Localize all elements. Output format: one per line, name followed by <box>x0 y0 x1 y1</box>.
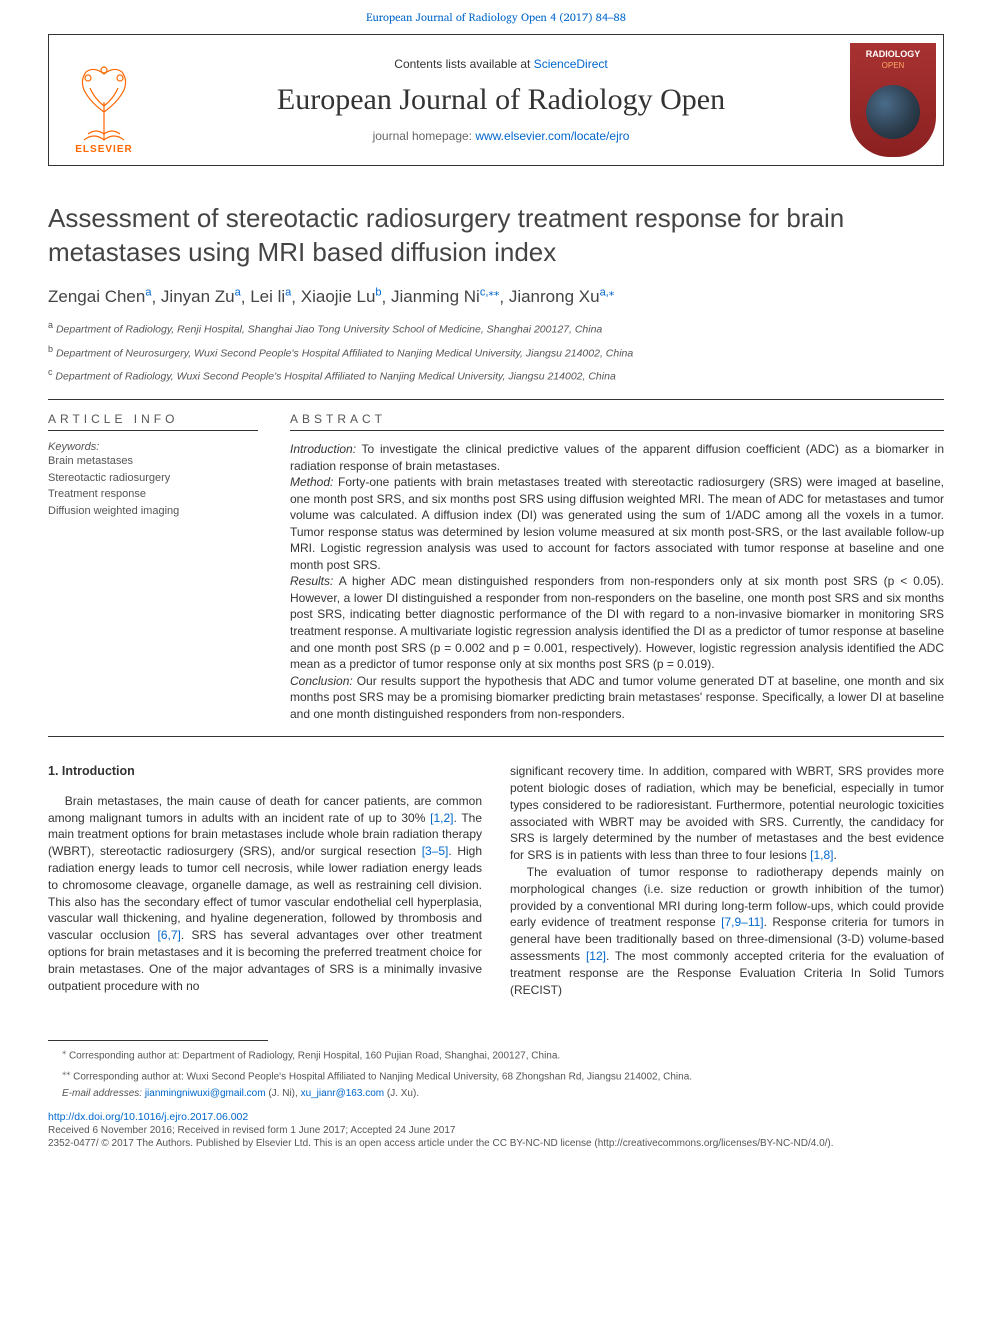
author: Jianming Nic,⁎⁎ <box>391 287 499 306</box>
cover-label-1: RADIOLOGY <box>850 49 936 59</box>
keyword: Treatment response <box>48 486 258 503</box>
sciencedirect-link[interactable]: ScienceDirect <box>534 57 608 71</box>
affiliation: a Department of Radiology, Renji Hospita… <box>48 319 944 338</box>
footnote-emails: E-mail addresses: jianmingniwuxi@gmail.c… <box>48 1086 944 1101</box>
elsevier-tree-icon <box>60 62 148 142</box>
rule <box>290 430 944 431</box>
keywords-label: Keywords: <box>48 441 258 453</box>
cover-swirl-icon <box>866 85 920 139</box>
ref-link[interactable]: [6,7] <box>157 928 180 942</box>
homepage-link[interactable]: www.elsevier.com/locate/ejro <box>475 129 629 143</box>
affiliation: c Department of Radiology, Wuxi Second P… <box>48 366 944 385</box>
copyright: 2352-0477/ © 2017 The Authors. Published… <box>48 1138 944 1149</box>
top-citation: European Journal of Radiology Open 4 (20… <box>0 0 992 34</box>
footnote-rule <box>48 1040 268 1041</box>
abstract-heading: ABSTRACT <box>290 412 944 426</box>
affiliation: b Department of Neurosurgery, Wuxi Secon… <box>48 343 944 362</box>
contents-prefix: Contents lists available at <box>394 57 533 71</box>
keyword: Diffusion weighted imaging <box>48 503 258 520</box>
abstract-text: Introduction: To investigate the clinica… <box>290 441 944 722</box>
ref-link[interactable]: [1,2] <box>430 811 453 825</box>
author: Zengai Chena <box>48 287 151 306</box>
author: Jianrong Xua,⁎ <box>509 287 614 306</box>
footnote-corresponding-2: ⁎⁎ Corresponding author at: Wuxi Second … <box>48 1066 944 1084</box>
rule <box>48 430 258 431</box>
keyword: Brain metastases <box>48 453 258 470</box>
elsevier-logo: ELSEVIER <box>49 35 159 165</box>
ref-link[interactable]: [1,8] <box>810 848 833 862</box>
author: Xiaojie Lub <box>301 287 382 306</box>
article-title: Assessment of stereotactic radiosurgery … <box>48 202 944 270</box>
journal-cover: RADIOLOGY OPEN <box>843 35 943 165</box>
doi-link[interactable]: http://dx.doi.org/10.1016/j.ejro.2017.06… <box>48 1111 248 1123</box>
homepage-prefix: journal homepage: <box>373 129 476 143</box>
body-column-left: 1. Introduction Brain metastases, the ma… <box>48 763 482 998</box>
body-column-right: significant recovery time. In addition, … <box>510 763 944 998</box>
footnote-corresponding-1: ⁎ Corresponding author at: Department of… <box>48 1045 944 1063</box>
header-center: Contents lists available at ScienceDirec… <box>159 35 843 165</box>
ref-link[interactable]: [3–5] <box>422 844 449 858</box>
article-info-heading: ARTICLE INFO <box>48 412 258 426</box>
journal-name: European Journal of Radiology Open <box>277 83 725 117</box>
elsevier-label: ELSEVIER <box>75 144 132 155</box>
author: Jinyan Zua <box>161 287 241 306</box>
separator <box>48 736 944 737</box>
email-link[interactable]: xu_jianr@163.com <box>301 1088 385 1099</box>
intro-heading: 1. Introduction <box>48 763 482 781</box>
header-box: ELSEVIER Contents lists available at Sci… <box>48 34 944 166</box>
authors-line: Zengai Chena, Jinyan Zua, Lei lia, Xiaoj… <box>48 286 944 308</box>
author: Lei lia <box>250 287 291 306</box>
citation-link[interactable]: European Journal of Radiology Open 4 (20… <box>366 8 626 26</box>
keyword: Stereotactic radiosurgery <box>48 470 258 487</box>
ref-link[interactable]: [12] <box>586 949 606 963</box>
cover-label-2: OPEN <box>850 61 936 70</box>
ref-link[interactable]: [7,9–11] <box>721 915 763 929</box>
email-link[interactable]: jianmingniwuxi@gmail.com <box>145 1088 266 1099</box>
separator <box>48 399 944 400</box>
received-dates: Received 6 November 2016; Received in re… <box>48 1125 944 1136</box>
doi: http://dx.doi.org/10.1016/j.ejro.2017.06… <box>48 1111 944 1123</box>
